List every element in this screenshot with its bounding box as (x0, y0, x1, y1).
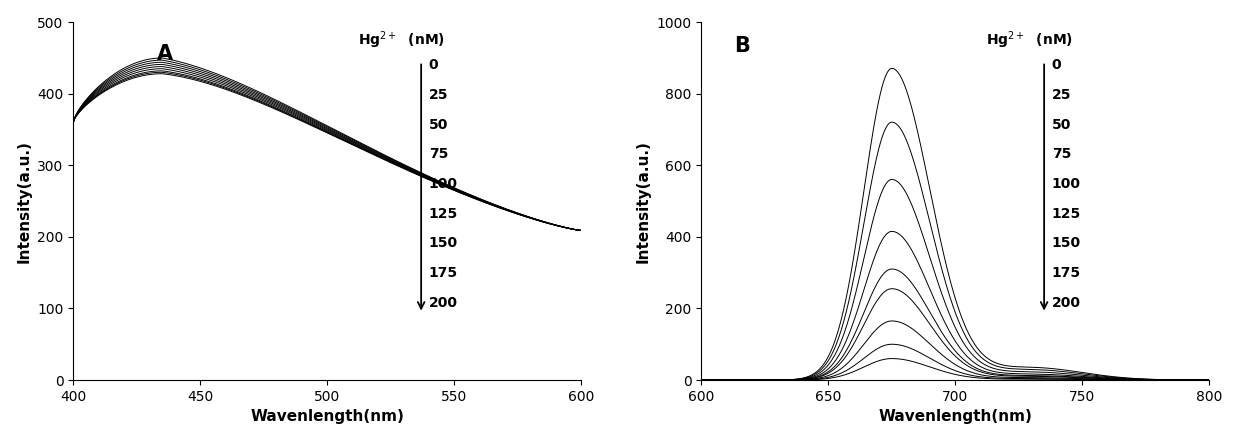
Text: 125: 125 (1052, 207, 1080, 220)
Text: 50: 50 (1052, 117, 1070, 131)
Text: 75: 75 (429, 147, 449, 161)
Text: 175: 175 (429, 266, 458, 280)
Text: Hg$^{2+}$  (nM): Hg$^{2+}$ (nM) (986, 29, 1073, 51)
Text: A: A (156, 44, 172, 64)
Text: B: B (733, 37, 750, 56)
Text: 100: 100 (429, 177, 457, 191)
X-axis label: Wavenlength(nm): Wavenlength(nm) (250, 409, 404, 424)
Text: 150: 150 (429, 236, 458, 250)
Text: 0: 0 (1052, 58, 1062, 72)
Text: 75: 75 (1052, 147, 1070, 161)
Text: 200: 200 (429, 296, 457, 310)
Text: 25: 25 (429, 88, 449, 102)
Text: 150: 150 (1052, 236, 1080, 250)
Text: 0: 0 (429, 58, 439, 72)
Text: 200: 200 (1052, 296, 1080, 310)
Y-axis label: Intensity(a.u.): Intensity(a.u.) (636, 140, 650, 262)
Text: 50: 50 (429, 117, 449, 131)
Text: 25: 25 (1052, 88, 1072, 102)
Text: Hg$^{2+}$  (nM): Hg$^{2+}$ (nM) (358, 29, 445, 51)
Text: 125: 125 (429, 207, 458, 220)
Y-axis label: Intensity(a.u.): Intensity(a.u.) (16, 140, 32, 262)
Text: 175: 175 (1052, 266, 1080, 280)
X-axis label: Wavenlength(nm): Wavenlength(nm) (878, 409, 1032, 424)
Text: 100: 100 (1052, 177, 1080, 191)
